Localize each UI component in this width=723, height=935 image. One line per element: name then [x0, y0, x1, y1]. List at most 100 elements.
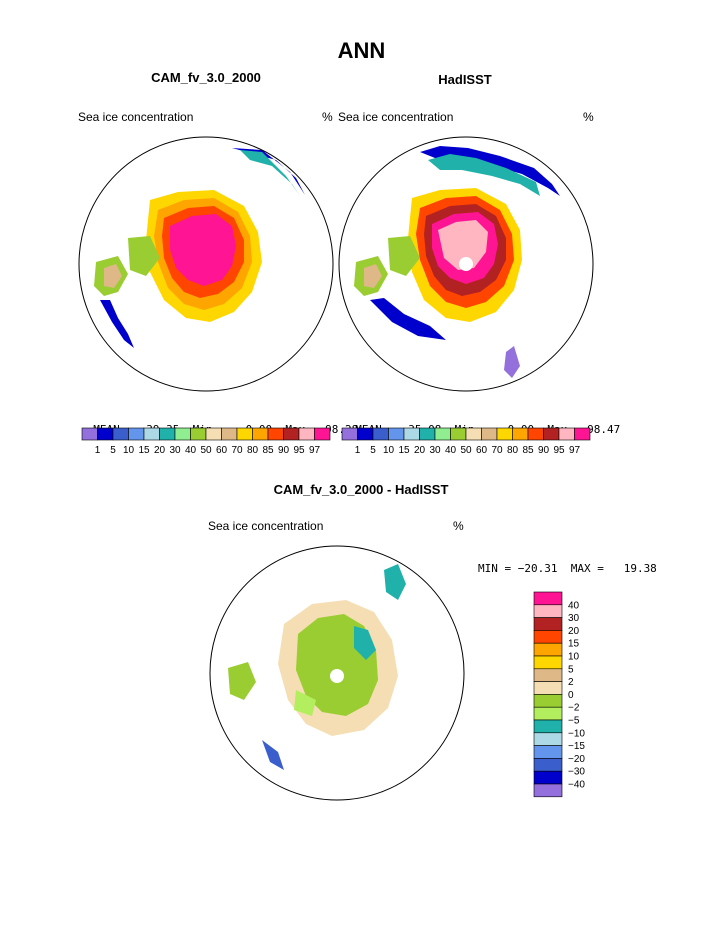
obs-colorbar-tick-label: 10	[383, 445, 395, 456]
model-colorbar-swatch	[236, 427, 253, 441]
diff-colorbar-swatch	[533, 681, 563, 695]
obs-colorbar-tick-label: 50	[460, 445, 472, 456]
obs-baltic-ice	[504, 346, 520, 378]
model-colorbar-tick-label: 85	[262, 445, 274, 456]
model-colorbar-swatch	[159, 427, 176, 441]
obs-colorbar-swatch	[403, 427, 420, 441]
diff-range-text: MIN = −20.31 MAX = 19.38	[478, 562, 657, 575]
diff-colorbar-swatch	[533, 745, 563, 759]
obs-colorbar-swatch	[558, 427, 575, 441]
obs-colorbar-tick-label: 1	[355, 445, 361, 456]
obs-map-border	[338, 136, 594, 392]
diff-colorbar-swatch	[533, 694, 563, 708]
model-colorbar-swatch	[205, 427, 222, 441]
model-colorbar-tick-label: 10	[123, 445, 135, 456]
diff-colorbar-swatch	[533, 719, 563, 734]
diff-atlantic-patch	[384, 564, 406, 600]
obs-map	[338, 136, 594, 392]
obs-colorbar-swatch	[543, 427, 560, 441]
diff-colorbar-tick-label: −10	[568, 728, 585, 739]
obs-pole-hole	[459, 257, 473, 271]
model-colorbar-tick-label: 30	[169, 445, 181, 456]
obs-atlantic-ice-band	[428, 154, 540, 196]
diff-colorbar-swatch	[533, 770, 563, 785]
obs-colorbar-swatch	[574, 427, 591, 441]
diff-bering-patch	[262, 740, 284, 770]
model-colorbar-tick-label: 70	[231, 445, 243, 456]
obs-subtitle: HadISST	[438, 72, 492, 87]
model-bering-ice-edge	[100, 300, 134, 348]
model-units-label: %	[322, 110, 333, 124]
obs-variable-label: Sea ice concentration	[338, 110, 454, 124]
model-colorbar: 1 5 10 15 20 30 40 50 60 70 80 85 90 95 97	[81, 427, 331, 456]
obs-archipelago-ice	[388, 236, 420, 276]
diff-colorbar-swatch	[533, 732, 563, 746]
diff-map-border	[209, 545, 465, 801]
diff-hudson-patch	[228, 662, 256, 700]
obs-colorbar-tick-label: 95	[553, 445, 565, 456]
model-colorbar-swatch	[128, 427, 145, 441]
obs-max-value: 98.47	[587, 423, 621, 436]
diff-colorbar-tick-label: 10	[568, 652, 580, 663]
model-hudson-ice-inner	[104, 264, 122, 288]
obs-colorbar-swatch	[527, 427, 544, 441]
obs-colorbar-swatch	[341, 427, 358, 441]
obs-colorbar-swatch	[434, 427, 451, 441]
model-colorbar-tick-label: 5	[110, 445, 116, 456]
diff-cyan-patch	[354, 626, 376, 660]
model-colorbar-tick-label: 15	[138, 445, 150, 456]
diff-yellowgreen-patch	[294, 690, 316, 716]
obs-colorbar-tick-label: 15	[398, 445, 410, 456]
diff-colorbar-tick-label: −40	[568, 780, 585, 791]
diff-colorbar-swatch	[533, 706, 563, 721]
model-colorbar-tick-label: 90	[278, 445, 290, 456]
model-colorbar-swatch	[143, 427, 160, 441]
obs-pink-ice	[438, 220, 488, 270]
obs-hudson-ice-inner	[364, 264, 382, 288]
obs-colorbar-tick-label: 70	[491, 445, 503, 456]
model-colorbar-swatch	[112, 427, 129, 441]
obs-pacific-ice-edge	[370, 298, 446, 340]
diff-colorbar-swatch	[533, 655, 563, 670]
model-colorbar-tick-label: 60	[216, 445, 228, 456]
model-subtitle: CAM_fv_3.0_2000	[151, 70, 261, 85]
model-colorbar-swatch	[221, 427, 238, 441]
obs-colorbar-tick-label: 80	[507, 445, 519, 456]
diff-colorbar-swatch	[533, 783, 563, 798]
model-core-ice	[170, 214, 236, 286]
obs-colorbar-tick-label: 30	[429, 445, 441, 456]
obs-colorbar-swatch	[496, 427, 513, 441]
diff-colorbar-tick-label: −5	[568, 716, 580, 727]
diff-units-label: %	[453, 519, 464, 533]
model-variable-label: Sea ice concentration	[78, 110, 194, 124]
obs-colorbar-swatch	[450, 427, 467, 441]
diff-colorbar-tick-label: 0	[568, 690, 574, 701]
diff-variable-label: Sea ice concentration	[208, 519, 324, 533]
model-map	[78, 136, 334, 392]
model-colorbar-swatch	[252, 427, 269, 441]
diff-colorbar-tick-label: 2	[568, 677, 574, 688]
obs-colorbar: 1 5 10 15 20 30 40 50 60 70 80 85 90 95 97	[341, 427, 591, 456]
model-colorbar-tick-label: 20	[154, 445, 166, 456]
obs-colorbar-tick-label: 97	[569, 445, 581, 456]
model-colorbar-tick-label: 1	[95, 445, 101, 456]
diff-colorbar-tick-label: 15	[568, 639, 580, 650]
model-colorbar-swatch	[298, 427, 315, 441]
diff-colorbar-swatch	[533, 758, 563, 772]
model-colorbar-swatch	[174, 427, 191, 441]
model-atlantic-ice-edge	[232, 148, 305, 195]
obs-colorbar-swatch	[388, 427, 405, 441]
diff-colorbar-tick-label: 30	[568, 613, 580, 624]
model-colorbar-tick-label: 97	[309, 445, 321, 456]
page-title: ANN	[337, 38, 386, 63]
obs-colorbar-tick-label: 85	[522, 445, 534, 456]
diff-colorbar-tick-label: −15	[568, 741, 585, 752]
diff-colorbar-tick-label: 5	[568, 664, 574, 675]
obs-colorbar-tick-label: 40	[445, 445, 457, 456]
diff-colorbar-swatch	[533, 604, 563, 618]
diff-colorbar-swatch	[533, 642, 563, 657]
model-colorbar-swatch	[97, 427, 114, 441]
model-colorbar-tick-label: 50	[200, 445, 212, 456]
